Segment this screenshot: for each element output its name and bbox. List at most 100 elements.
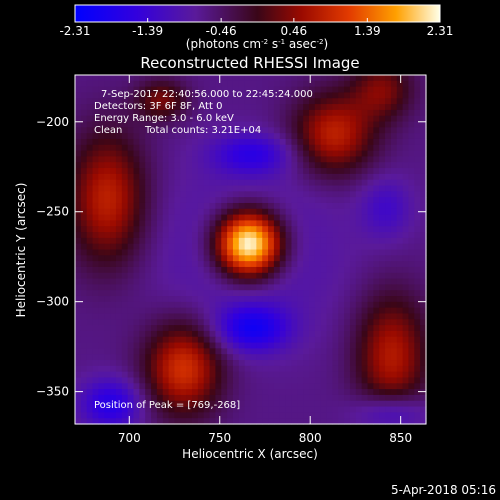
heatmap-cell bbox=[180, 261, 187, 268]
heatmap-cell bbox=[174, 162, 181, 169]
heatmap-cell bbox=[291, 173, 298, 181]
heatmap-cell bbox=[197, 412, 205, 419]
heatmap-cell bbox=[320, 197, 328, 204]
heatmap-cell bbox=[209, 237, 216, 245]
heatmap-cell bbox=[402, 185, 410, 192]
heatmap-cell bbox=[320, 232, 328, 239]
heatmap-cell bbox=[297, 360, 304, 367]
heatmap-cell bbox=[232, 138, 240, 146]
heatmap-cell bbox=[110, 156, 117, 163]
heatmap-cell bbox=[104, 365, 111, 373]
heatmap-cell bbox=[227, 377, 234, 384]
heatmap-cell bbox=[115, 237, 123, 245]
heatmap-cell bbox=[145, 127, 152, 134]
heatmap-cell bbox=[344, 365, 351, 373]
heatmap-cell bbox=[127, 412, 135, 419]
heatmap-cell bbox=[92, 138, 99, 146]
heatmap-cell bbox=[326, 144, 333, 152]
heatmap-cell bbox=[250, 208, 257, 216]
heatmap-cell bbox=[192, 348, 199, 355]
heatmap-cell bbox=[420, 383, 427, 390]
heatmap-cell bbox=[232, 330, 240, 338]
heatmap-cell bbox=[408, 86, 415, 94]
heatmap-cell bbox=[402, 168, 410, 175]
heatmap-cell bbox=[303, 133, 310, 140]
heatmap-cell bbox=[314, 284, 322, 291]
heatmap-cell bbox=[80, 237, 88, 245]
heatmap-cell bbox=[332, 301, 339, 309]
heatmap-cell bbox=[414, 138, 421, 146]
heatmap-cell bbox=[145, 168, 152, 175]
heatmap-cell bbox=[139, 150, 146, 158]
heatmap-cell bbox=[244, 214, 252, 222]
heatmap-cell bbox=[145, 348, 152, 355]
heatmap-cell bbox=[355, 325, 363, 332]
heatmap-cell bbox=[75, 121, 82, 128]
heatmap-cell bbox=[145, 255, 152, 262]
heatmap-cell bbox=[420, 92, 427, 99]
heatmap-cell bbox=[110, 272, 117, 280]
heatmap-cell bbox=[98, 144, 105, 152]
heatmap-cell bbox=[80, 330, 88, 338]
heatmap-cell bbox=[349, 191, 357, 198]
heatmap-cell bbox=[156, 168, 164, 175]
heatmap-cell bbox=[133, 371, 140, 379]
heatmap-cell bbox=[244, 98, 252, 105]
heatmap-cell bbox=[115, 371, 123, 379]
heatmap-cell bbox=[244, 109, 252, 117]
heatmap-cell bbox=[133, 156, 140, 163]
heatmap-cell bbox=[285, 191, 293, 198]
heatmap-cell bbox=[355, 383, 363, 390]
heatmap-cell bbox=[309, 104, 316, 111]
heatmap-cell bbox=[273, 377, 281, 384]
heatmap-cell bbox=[262, 162, 269, 169]
heatmap-cell bbox=[420, 232, 427, 239]
heatmap-cell bbox=[379, 202, 386, 210]
heatmap-cell bbox=[221, 371, 228, 379]
heatmap-cell bbox=[121, 389, 129, 396]
heatmap-cell bbox=[344, 249, 351, 256]
heatmap-cell bbox=[151, 354, 158, 361]
heatmap-cell bbox=[104, 313, 111, 320]
heatmap-cell bbox=[379, 278, 386, 285]
heatmap-cell bbox=[414, 144, 421, 152]
heatmap-cell bbox=[104, 307, 111, 315]
heatmap-cell bbox=[197, 319, 205, 326]
heatmap-cell bbox=[273, 394, 281, 402]
heatmap-cell bbox=[186, 400, 193, 408]
heatmap-cell bbox=[168, 162, 176, 169]
heatmap-cell bbox=[168, 92, 176, 99]
heatmap-cell bbox=[361, 237, 369, 245]
heatmap-cell bbox=[367, 237, 374, 245]
heatmap-cell bbox=[203, 255, 211, 262]
heatmap-cell bbox=[250, 98, 257, 105]
heatmap-cell bbox=[349, 261, 357, 268]
heatmap-cell bbox=[320, 261, 328, 268]
heatmap-cell bbox=[309, 220, 316, 227]
heatmap-cell bbox=[309, 144, 316, 152]
heatmap-cell bbox=[156, 208, 164, 216]
heatmap-cell bbox=[168, 185, 176, 192]
heatmap-cell bbox=[326, 365, 333, 373]
heatmap-cell bbox=[227, 127, 234, 134]
colorbar-tick-label: -0.46 bbox=[206, 24, 237, 38]
heatmap-cell bbox=[326, 330, 333, 338]
heatmap-cell bbox=[402, 202, 410, 210]
heatmap-cell bbox=[379, 342, 386, 349]
heatmap-cell bbox=[373, 185, 380, 192]
heatmap-cell bbox=[256, 400, 263, 408]
heatmap-cell bbox=[385, 220, 392, 227]
heatmap-cell bbox=[180, 342, 187, 349]
heatmap-cell bbox=[332, 266, 339, 274]
heatmap-cell bbox=[174, 278, 181, 285]
heatmap-cell bbox=[250, 86, 257, 94]
heatmap-cell bbox=[361, 197, 369, 204]
heatmap-cell bbox=[268, 336, 275, 344]
heatmap-cell bbox=[232, 173, 240, 181]
heatmap-cell bbox=[262, 197, 269, 204]
annotation-block: 7-Sep-2017 22:40:56.000 to 22:45:24.000 … bbox=[94, 89, 313, 411]
heatmap-cell bbox=[355, 301, 363, 309]
heatmap-cell bbox=[104, 336, 111, 344]
heatmap-cell bbox=[303, 249, 310, 256]
heatmap-cell bbox=[232, 104, 240, 111]
